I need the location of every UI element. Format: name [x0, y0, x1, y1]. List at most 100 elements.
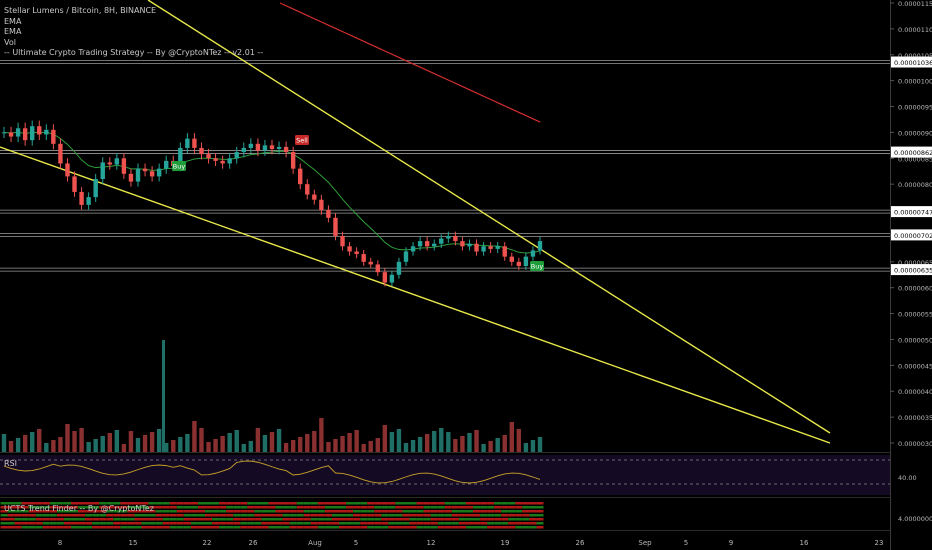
symbol-title[interactable]: Stellar Lumens / Bitcoin, 8H, BINANCE	[4, 6, 157, 15]
ucts-stripe	[99, 526, 107, 529]
candle-body	[333, 217, 338, 236]
ucts-stripe	[49, 502, 57, 505]
ucts-stripe	[176, 514, 184, 517]
ucts-stripe	[367, 510, 375, 513]
volume-bar	[255, 428, 261, 452]
ucts-stripe	[21, 510, 29, 513]
ucts-stripe	[529, 514, 537, 517]
ucts-stripe	[296, 510, 304, 513]
ucts-stripe	[480, 502, 488, 505]
ucts-stripe	[127, 518, 135, 521]
time-tick-label: 16	[800, 539, 809, 547]
ucts-stripe	[501, 502, 509, 505]
ucts-stripe	[42, 522, 50, 525]
ema-indicator-label[interactable]: EMA	[4, 16, 22, 26]
time-tick-label: Sep	[638, 539, 652, 547]
ucts-stripe	[247, 510, 255, 513]
ucts-stripe	[268, 510, 276, 513]
ucts-stripe	[176, 522, 184, 525]
ucts-stripe	[268, 506, 276, 509]
ucts-stripe	[494, 518, 502, 521]
ucts-stripe	[261, 506, 269, 509]
ucts-stripe	[275, 506, 283, 509]
price-label-box	[891, 206, 932, 218]
ucts-stripe	[388, 526, 396, 529]
ucts-stripe	[42, 526, 50, 529]
ema-indicator-label[interactable]: EMA	[4, 27, 22, 36]
ucts-stripe	[367, 522, 375, 525]
ucts-stripe	[49, 510, 57, 513]
ucts-stripe	[233, 514, 241, 517]
ucts-stripe	[487, 502, 495, 505]
ucts-stripe	[331, 526, 339, 529]
time-tick-label: 15	[129, 539, 138, 547]
ucts-stripe	[35, 506, 43, 509]
volume-bar	[488, 441, 493, 452]
candle-body	[467, 243, 472, 247]
ucts-stripe	[127, 522, 135, 525]
time-tick-label: 23	[875, 539, 884, 547]
ucts-stripe	[465, 526, 473, 529]
ucts-stripe	[219, 526, 227, 529]
ucts-stripe	[155, 502, 163, 505]
rsi-pane-title[interactable]: RSI	[4, 459, 17, 468]
ucts-stripe	[226, 526, 234, 529]
ucts-stripe	[190, 510, 198, 513]
candle-body	[516, 261, 522, 266]
ucts-stripe	[360, 506, 368, 509]
ucts-stripe	[331, 514, 339, 517]
ucts-stripe	[190, 506, 198, 509]
candle-body	[164, 160, 169, 169]
ucts-stripe	[310, 510, 318, 513]
volume-bar	[516, 429, 522, 452]
ucts-stripe	[381, 518, 389, 521]
ucts-stripe	[501, 526, 509, 529]
ucts-stripe	[240, 514, 248, 517]
ucts-stripe	[63, 510, 71, 513]
ucts-stripe	[451, 510, 459, 513]
candle-body	[248, 143, 254, 148]
ucts-stripe	[106, 526, 114, 529]
ucts-stripe	[35, 522, 43, 525]
ucts-stripe	[296, 526, 304, 529]
ucts-stripe	[240, 518, 248, 521]
candle-body	[199, 147, 204, 155]
ucts-pane-title[interactable]: UCTS Trend Finder -- By @CryptoNTez	[4, 504, 154, 513]
ucts-stripe	[247, 506, 255, 509]
ucts-stripe	[92, 510, 100, 513]
volume-indicator-label[interactable]: Vol	[4, 37, 16, 47]
ucts-stripe	[508, 510, 516, 513]
ucts-stripe	[14, 522, 22, 525]
ucts-stripe	[240, 506, 248, 509]
ucts-stripe	[141, 522, 149, 525]
ucts-stripe	[508, 514, 516, 517]
ucts-stripe	[85, 526, 93, 529]
candle-body	[523, 256, 529, 266]
ucts-stripe	[395, 518, 403, 521]
ucts-stripe	[92, 502, 100, 505]
ucts-stripe	[423, 506, 431, 509]
time-tick-label: 9	[729, 539, 733, 547]
ucts-stripe	[21, 522, 29, 525]
ucts-stripe	[430, 526, 438, 529]
candle-body	[1, 132, 7, 134]
ucts-stripe	[233, 510, 241, 513]
ucts-stripe	[176, 506, 184, 509]
ucts-stripe	[423, 522, 431, 525]
ucts-stripe	[226, 522, 234, 525]
ucts-stripe	[254, 514, 262, 517]
ucts-stripe	[480, 510, 488, 513]
candle-body	[424, 241, 430, 247]
volume-bar	[199, 428, 204, 452]
candle-body	[8, 132, 14, 137]
ucts-stripe	[487, 506, 495, 509]
time-tick-label: 26	[576, 539, 585, 547]
volume-bar	[185, 434, 190, 452]
ucts-stripe	[473, 514, 481, 517]
strategy-indicator-label[interactable]: -- Ultimate Crypto Trading Strategy -- B…	[4, 48, 264, 57]
ucts-stripe	[219, 518, 227, 521]
